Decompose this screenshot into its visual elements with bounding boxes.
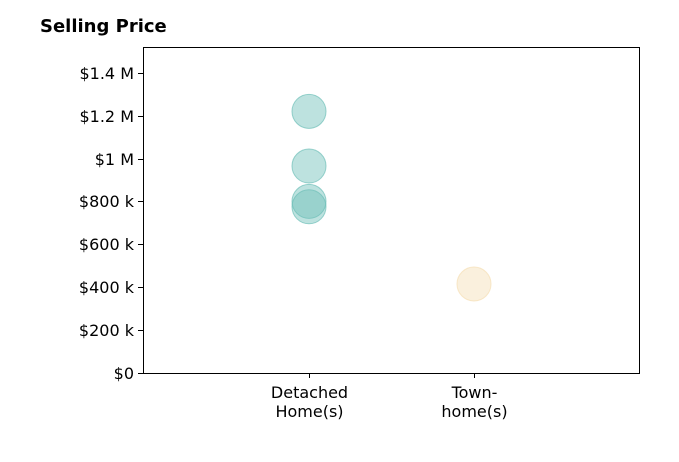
y-tick-label: $800 k <box>79 192 135 211</box>
data-point <box>291 148 327 184</box>
x-tick-label: Town-home(s) <box>441 383 507 421</box>
plot-frame <box>143 47 640 374</box>
x-tick-label: Detached Home(s) <box>271 383 348 421</box>
data-point <box>291 189 327 225</box>
chart-title: Selling Price <box>40 16 167 37</box>
y-axis: $0 $200 k $400 k $600 k $800 k $1 M $1.2 M $1.4… <box>79 64 143 383</box>
y-tick-label: $1.2 M <box>79 107 134 126</box>
data-point <box>456 266 492 302</box>
y-tick-label: $0 <box>114 364 134 383</box>
y-tick-label: $1.4 M <box>79 64 134 83</box>
y-tick-label: $400 k <box>79 278 135 297</box>
data-point <box>291 183 327 219</box>
data-point <box>291 93 327 129</box>
y-tick-label: $200 k <box>79 321 135 340</box>
y-tick-label: $1 M <box>95 150 134 169</box>
y-tick-label: $600 k <box>79 235 135 254</box>
data-points <box>291 93 492 302</box>
x-axis: Detached Home(s) Town-home(s) <box>271 373 508 421</box>
